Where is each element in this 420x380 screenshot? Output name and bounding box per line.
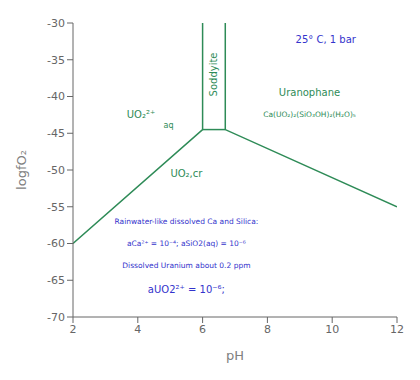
svg-text:pH: pH xyxy=(226,348,244,363)
svg-text:aUO2²⁺ = 10⁻⁶;: aUO2²⁺ = 10⁻⁶; xyxy=(148,284,225,295)
svg-text:10: 10 xyxy=(325,323,339,336)
svg-text:-50: -50 xyxy=(47,164,65,177)
svg-text:2: 2 xyxy=(70,323,77,336)
svg-text:aq: aq xyxy=(164,121,174,130)
svg-text:logfO₂: logfO₂ xyxy=(14,150,29,190)
svg-text:Dissolved Uranium about 0.2 pp: Dissolved Uranium about 0.2 ppm xyxy=(122,261,250,270)
svg-text:-40: -40 xyxy=(47,90,65,103)
svg-text:4: 4 xyxy=(134,323,141,336)
svg-text:-70: -70 xyxy=(47,311,65,324)
svg-text:-30: -30 xyxy=(47,17,65,30)
svg-text:UO₂,cr: UO₂,cr xyxy=(170,168,203,179)
svg-text:-35: -35 xyxy=(47,54,65,67)
svg-text:-60: -60 xyxy=(47,237,65,250)
svg-text:-65: -65 xyxy=(47,274,65,287)
svg-text:6: 6 xyxy=(199,323,206,336)
svg-text:Rainwater-like dissolved Ca an: Rainwater-like dissolved Ca and Silica: xyxy=(114,217,258,226)
svg-text:UO₂²⁺: UO₂²⁺ xyxy=(127,109,156,120)
svg-text:8: 8 xyxy=(264,323,271,336)
svg-text:Ca(UO₂)₂(SiO₃OH)₂(H₂O)₅: Ca(UO₂)₂(SiO₃OH)₂(H₂O)₅ xyxy=(263,110,356,119)
svg-text:Soddyite: Soddyite xyxy=(208,52,219,96)
svg-text:aCa²⁺ = 10⁻⁴; aSiO2(aq) = 10⁻⁶: aCa²⁺ = 10⁻⁴; aSiO2(aq) = 10⁻⁶ xyxy=(127,239,246,248)
svg-text:-55: -55 xyxy=(47,201,65,214)
svg-text:25° C, 1 bar: 25° C, 1 bar xyxy=(296,34,357,45)
svg-text:12: 12 xyxy=(390,323,404,336)
svg-text:-45: -45 xyxy=(47,127,65,140)
svg-text:Uranophane: Uranophane xyxy=(279,87,340,98)
